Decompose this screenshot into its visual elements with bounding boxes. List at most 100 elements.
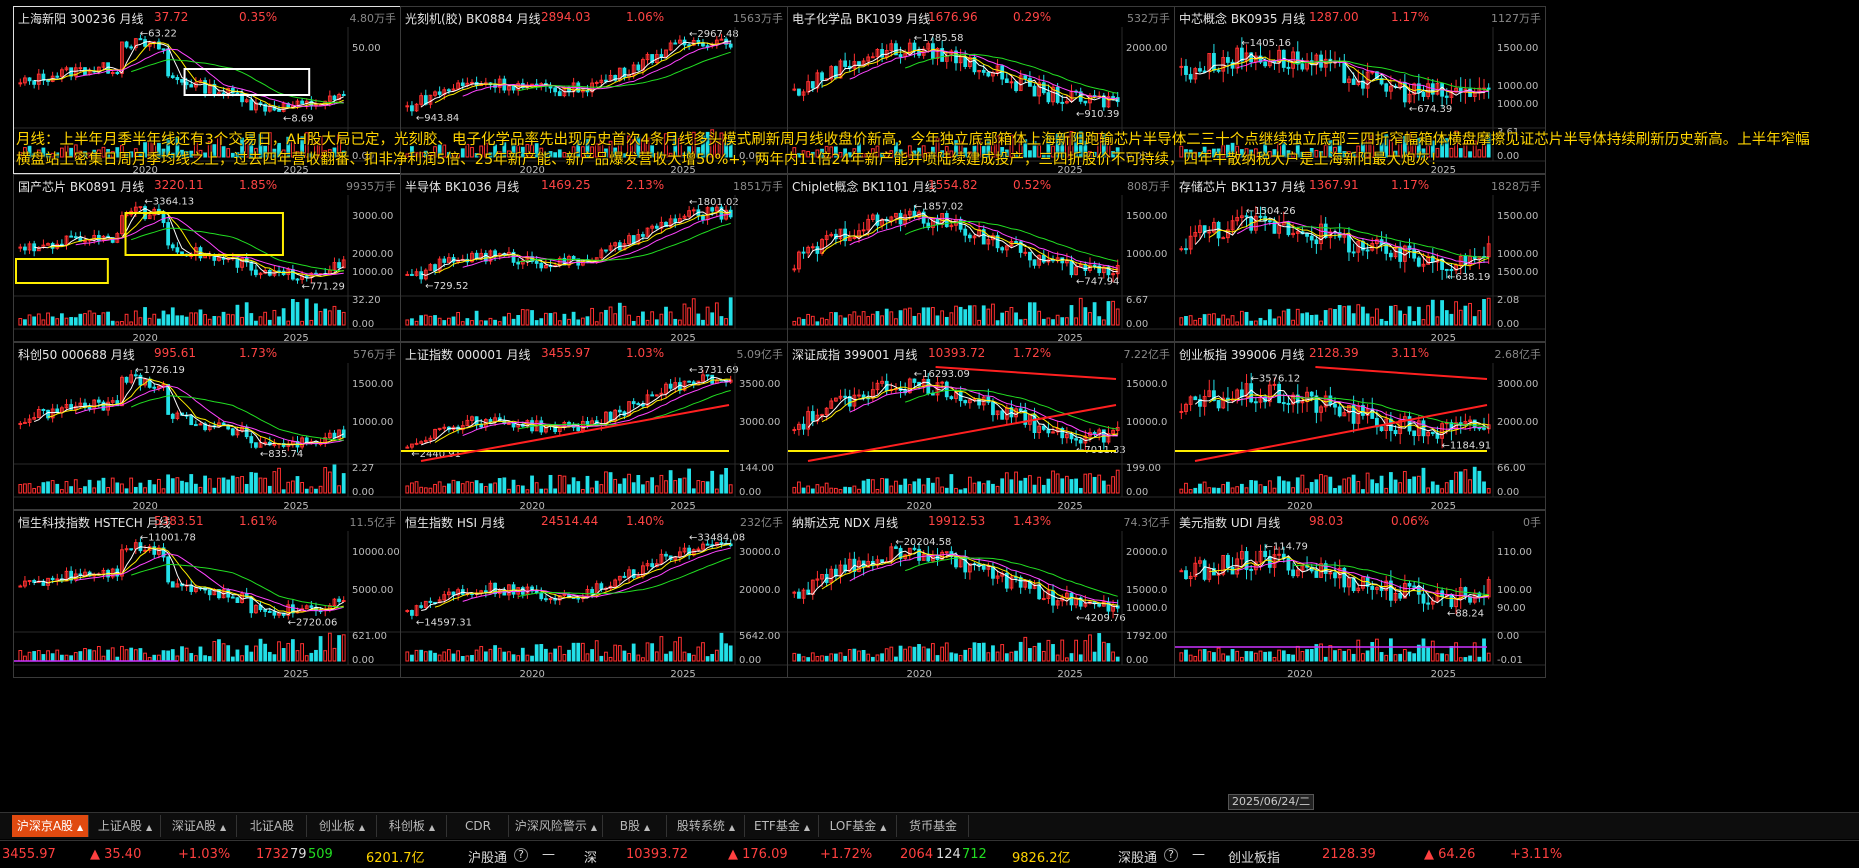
tab-3[interactable]: 深证A股 ▲ — [162, 815, 237, 837]
y-axis-tick-label: 20000.0 — [1126, 547, 1167, 558]
sz-index-value: 10393.72 — [626, 847, 689, 862]
panel-header: 中芯概念 BK0935 月线 1287.00 1.17% 1127万手 — [1175, 7, 1545, 27]
chart-panel[interactable]: 创业板指 399006 月线 2128.39 3.11% 2.68亿手 ←3576.12… — [1174, 342, 1546, 510]
x-axis-tick-label: 2025 — [670, 333, 695, 342]
y-axis-tick-label: 0.00 — [352, 487, 374, 498]
tab-11[interactable]: ETF基金 ▲ — [746, 815, 819, 837]
chart-panel[interactable]: 纳斯达克 NDX 月线 19912.53 1.43% 74.3亿手 ←20204.58 ←… — [787, 510, 1175, 678]
y-axis-tick-label: 2000.00 — [352, 249, 393, 260]
y-axis-tick-label: 0.00 — [352, 319, 374, 330]
index-ticker-bar: 3455.97 ▲ 35.40 +1.03% 1732 79 509 6201.… — [0, 840, 1859, 868]
high-price-label: ←63.22 — [140, 29, 177, 40]
chart-panel[interactable]: 上海新阳 300236 月线 37.72 0.35% 4.80万手 ←63.22 ←8.6… — [13, 6, 401, 174]
panel-change-pct: 1.06% — [626, 10, 665, 24]
high-price-label: ←3576.12 — [1251, 374, 1301, 385]
sgt-label[interactable]: 深股通 — [1118, 851, 1158, 866]
candlestick-chart: ←114.79 ←88.24 110.00 100.00 90.00 0.00 -0.01 2… — [1175, 531, 1545, 678]
panel-volume: 5.09亿手 — [736, 348, 784, 361]
tab-9[interactable]: B股 ▲ — [604, 815, 667, 837]
x-axis-tick-label: 2025 — [1431, 501, 1456, 510]
y-axis-tick-label: 0.00 — [1126, 319, 1148, 330]
chart-panel[interactable]: Chiplet概念 BK1101 月线 1554.82 0.52% 808万手 ←185… — [787, 174, 1175, 342]
caret-up-icon: ▲ — [880, 823, 887, 832]
panel-change-pct: 1.17% — [1391, 10, 1430, 24]
panel-price: 1367.91 — [1309, 178, 1359, 192]
x-axis-tick-label: 2025 — [1431, 669, 1456, 678]
panel-title: 半导体 BK1036 月线 — [405, 180, 520, 194]
chart-panel[interactable]: 深证成指 399001 月线 10393.72 1.72% 7.22亿手 ←16293.… — [787, 342, 1175, 510]
tab-5[interactable]: 创业板 ▲ — [308, 815, 377, 837]
tab-1[interactable]: 沪深京A股 ▲ — [12, 815, 89, 837]
chart-panel[interactable]: 上证指数 000001 月线 3455.97 1.03% 5.09亿手 ←3731.69… — [400, 342, 788, 510]
low-price-label: ←1184.91 — [1441, 440, 1491, 451]
tab-label: B股 — [619, 819, 641, 833]
panel-volume: 74.3亿手 — [1123, 516, 1171, 529]
chart-panel[interactable]: 恒生指数 HSI 月线 24514.44 1.40% 232亿手 ←33484.08 ←1… — [400, 510, 788, 678]
low-price-label: ←2440.91 — [411, 449, 461, 460]
tab-6[interactable]: 科创板 ▲ — [378, 815, 447, 837]
panel-title: Chiplet概念 BK1101 月线 — [792, 180, 937, 194]
y-axis-tick-label: 110.00 — [1497, 547, 1532, 558]
help-icon[interactable]: ? — [514, 848, 528, 862]
sz-index-pct: +1.72% — [820, 847, 873, 862]
candlestick-chart: ←20204.58 ←4209.76 20000.0 15000.0 10000.0 17… — [788, 531, 1174, 677]
tab-12[interactable]: LOF基金 ▲ — [820, 815, 897, 837]
x-axis-tick-label: 2020 — [132, 165, 157, 174]
y-axis-tick-label: 3000.00 — [352, 211, 393, 222]
chart-panel[interactable]: 电子化学品 BK1039 月线 1676.96 0.29% 532万手 ←1785.58… — [787, 6, 1175, 174]
y-axis-tick-label: 0.00 — [1126, 655, 1148, 666]
y-axis-tick-label: 1000.00 — [1126, 249, 1167, 260]
x-axis-tick-label: 2025 — [670, 669, 695, 678]
panel-title: 恒生指数 HSI 月线 — [405, 516, 505, 530]
tab-2[interactable]: 上证A股 ▲ — [90, 815, 161, 837]
candlestick-chart: ←33484.08 ←14597.31 30000.0 20000.0 5642.00 0… — [401, 531, 787, 678]
chart-panel[interactable]: 恒生科技指数 HSTECH 月线 5383.51 1.61% 11.5亿手 ←11001… — [13, 510, 401, 678]
panel-title: 中芯概念 BK0935 月线 — [1179, 12, 1306, 26]
low-price-label: ←674.39 — [1409, 104, 1452, 115]
panel-price: 1676.96 — [928, 10, 978, 24]
chart-panel[interactable]: 半导体 BK1036 月线 1469.25 2.13% 1851万手 ←1801.02 ←… — [400, 174, 788, 342]
x-axis-tick-label: 2025 — [1057, 333, 1082, 342]
high-price-label: ←114.79 — [1264, 541, 1307, 552]
y-axis-tick-label: 6.67 — [1126, 295, 1148, 306]
panel-header: 美元指数 UDI 月线 98.03 0.06% 0手 — [1175, 511, 1545, 531]
y-axis-tick-label: 3.61 — [1497, 127, 1519, 138]
chart-panel[interactable]: 科创50 000688 月线 995.61 1.73% 576万手 ←1726.19 ←8… — [13, 342, 401, 510]
panel-volume: 11.5亿手 — [349, 516, 397, 529]
tab-label: 沪深风险警示 — [514, 819, 587, 833]
panel-price: 2128.39 — [1309, 346, 1359, 360]
tab-10[interactable]: 股转系统 ▲ — [668, 815, 745, 837]
panel-header: Chiplet概念 BK1101 月线 1554.82 0.52% 808万手 — [788, 175, 1174, 195]
y-axis-tick-label: 1500.00 — [1497, 211, 1538, 222]
candlestick-chart: ←1785.58 ←910.39 2000.00 0.00 2025 — [788, 27, 1174, 174]
y-axis-tick-label: 2.08 — [1497, 295, 1519, 306]
tab-7[interactable]: CDR — [448, 815, 509, 837]
tab-label: 沪深京A股 — [16, 819, 74, 833]
high-price-label: ←1726.19 — [135, 365, 185, 376]
x-axis-tick-label: 2025 — [1057, 165, 1082, 174]
panel-price: 1554.82 — [928, 178, 978, 192]
low-price-label: ←14597.31 — [416, 617, 472, 628]
hgt-label[interactable]: 沪股通 — [468, 851, 508, 866]
x-axis-tick-label: 2020 — [519, 165, 544, 174]
y-axis-tick-label: 1792.00 — [1126, 631, 1167, 642]
panel-volume: 232亿手 — [740, 516, 783, 529]
tab-8[interactable]: 沪深风险警示 ▲ — [510, 815, 603, 837]
y-axis-tick-label: 0.00 — [1497, 319, 1519, 330]
sz-label: 深 — [584, 851, 598, 866]
chart-panel[interactable]: 中芯概念 BK0935 月线 1287.00 1.17% 1127万手 ←1405.16… — [1174, 6, 1546, 174]
chart-panel[interactable]: 存储芯片 BK1137 月线 1367.91 1.17% 1828万手 ←1504.26… — [1174, 174, 1546, 342]
chart-panel[interactable]: 美元指数 UDI 月线 98.03 0.06% 0手 ←114.79 ←88.24 110.… — [1174, 510, 1546, 678]
panel-volume: 1563万手 — [733, 12, 783, 25]
help-icon[interactable]: ? — [1164, 848, 1178, 862]
candlestick-chart: ←1726.19 ←835.74 1500.00 1000.00 2.27 0.00 202… — [14, 363, 400, 509]
tab-13[interactable]: 货币基金 — [898, 815, 969, 837]
sh-up-count: 1732 — [256, 847, 290, 862]
candlestick-chart: ←1857.02 ←747.94 1500.00 1000.00 6.67 0.00 202… — [788, 195, 1174, 342]
panel-header: 恒生科技指数 HSTECH 月线 5383.51 1.61% 11.5亿手 — [14, 511, 400, 531]
panel-volume: 9935万手 — [346, 180, 396, 193]
caret-up-icon: ▲ — [220, 823, 227, 832]
tab-4[interactable]: 北证A股 — [238, 815, 307, 837]
chart-panel[interactable]: 国产芯片 BK0891 月线 3220.11 1.85% 9935万手 ←3364.13… — [13, 174, 401, 342]
tab-label: 深证A股 — [171, 819, 217, 833]
